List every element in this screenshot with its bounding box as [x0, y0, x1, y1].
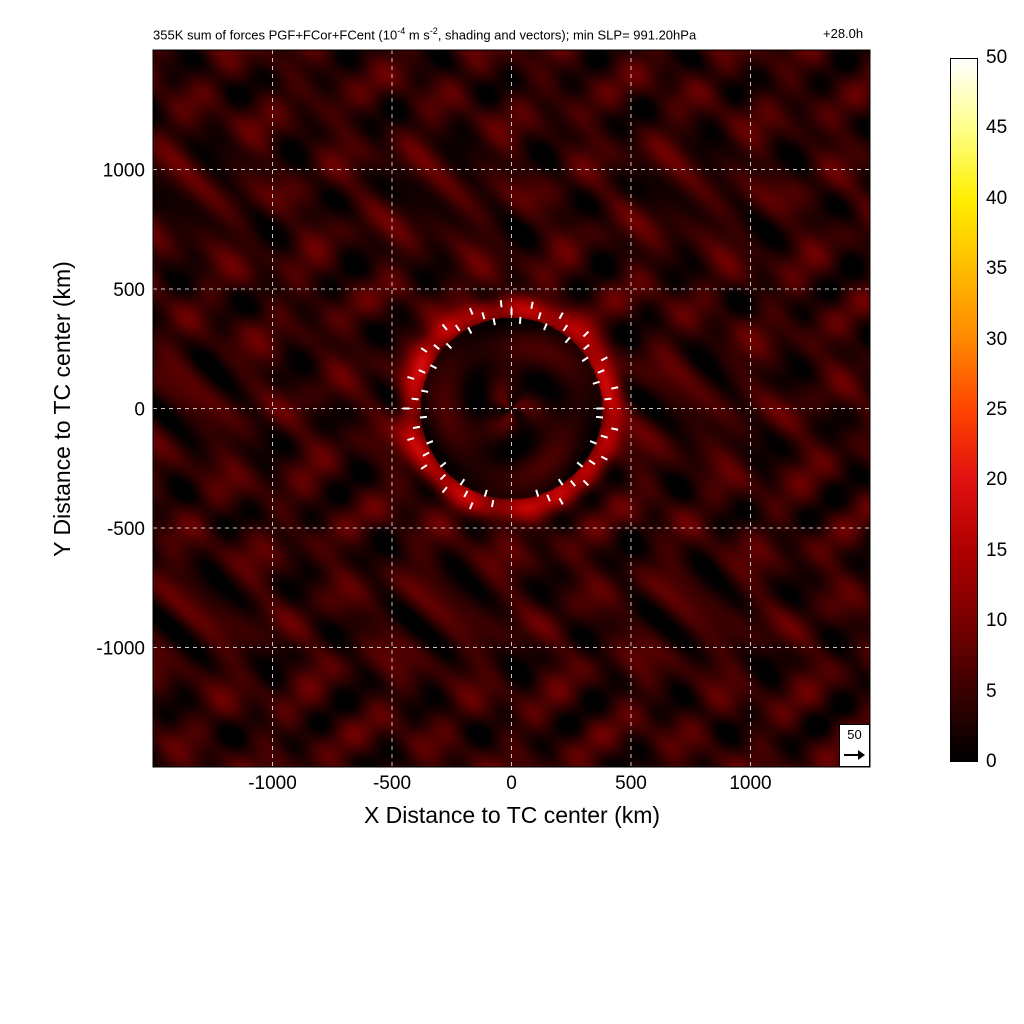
force-vector [583, 344, 590, 351]
grid-lines [153, 50, 870, 767]
force-vector [604, 397, 612, 401]
force-vector [588, 459, 596, 466]
force-vector [490, 499, 495, 508]
x-axis-label: X Distance to TC center (km) [364, 802, 660, 828]
force-vector [492, 318, 496, 326]
force-vector [433, 344, 440, 351]
x-tick-label: -1000 [248, 773, 297, 794]
force-vector [463, 490, 469, 498]
force-vector [420, 347, 428, 353]
force-vector [589, 440, 597, 445]
force-vector [426, 440, 434, 445]
x-tick-label: 1000 [729, 773, 771, 794]
force-vector [412, 425, 421, 430]
colorbar [950, 58, 978, 762]
force-vector [468, 307, 474, 315]
force-vector [557, 478, 564, 486]
colorbar-tick-label: 5 [986, 680, 997, 702]
force-vector [439, 461, 447, 468]
force-vector [467, 326, 473, 334]
force-vector [581, 356, 589, 363]
colorbar-tick-label: 45 [986, 117, 1008, 139]
y-axis-ticks: 1000 500 0 -500 -1000 [96, 161, 145, 660]
force-vector [518, 316, 522, 324]
force-field-heatmap [153, 50, 870, 767]
force-vector [600, 434, 608, 439]
force-vector [611, 386, 619, 390]
force-vector [592, 380, 600, 385]
force-vector [596, 415, 604, 419]
y-tick-label: -500 [107, 519, 145, 540]
chart-title: 355K sum of forces PGF+FCor+FCent (10-4 … [153, 26, 697, 43]
colorbar-tick-label: 15 [986, 539, 1008, 561]
y-tick-label: 500 [113, 280, 145, 301]
force-vector [611, 427, 619, 431]
force-vector [537, 312, 542, 320]
force-vector [564, 336, 571, 344]
force-vector [439, 473, 447, 481]
colorbar-tick-label: 35 [986, 258, 1008, 280]
colorbar-tick-label: 25 [986, 399, 1008, 420]
reference-vector-value: 50 [847, 727, 862, 742]
force-vector [429, 364, 437, 370]
y-tick-label: -1000 [96, 639, 145, 660]
force-vector [411, 397, 419, 401]
y-axis-label: Y Distance to TC center (km) [49, 261, 75, 557]
y-tick-label: 0 [134, 400, 145, 421]
force-vector [558, 497, 564, 505]
force-vector [600, 455, 608, 461]
x-tick-label: 500 [615, 773, 647, 794]
force-vector [543, 323, 548, 331]
forecast-hour-label: +28.0h [823, 26, 864, 41]
force-vector [407, 437, 415, 442]
force-vector [459, 478, 466, 486]
colorbar-tick-label: 30 [986, 328, 1008, 350]
force-vector [481, 312, 486, 320]
force-vector [582, 330, 590, 338]
reference-vector-box: 50 [839, 724, 870, 767]
force-vector [499, 300, 503, 308]
x-axis-ticks: -1000 -500 0 500 1000 [248, 773, 771, 794]
x-tick-label: 0 [506, 773, 517, 794]
colorbar-tick-label: 20 [986, 469, 1008, 491]
force-vector [445, 342, 453, 350]
force-vector [421, 389, 429, 393]
plot-frame [152, 49, 871, 768]
y-tick-label: 1000 [103, 161, 145, 182]
force-vectors [402, 300, 619, 510]
force-vector [576, 461, 584, 468]
force-vector [419, 415, 427, 419]
force-vector [468, 502, 474, 510]
force-vector [418, 369, 426, 374]
force-vector [454, 324, 461, 332]
x-tick-label: -500 [373, 773, 411, 794]
force-vector [483, 489, 488, 497]
colorbar-tick-label: 40 [986, 187, 1008, 209]
force-vector [558, 312, 564, 320]
force-vector [441, 486, 448, 494]
force-vector [441, 323, 448, 331]
colorbar-tick-label: 0 [986, 751, 997, 772]
colorbar-tick-label: 10 [986, 610, 1008, 632]
force-vector [597, 369, 605, 374]
force-vector [530, 301, 534, 309]
force-vector [535, 489, 540, 497]
force-vector [562, 324, 569, 332]
reference-arrow-icon [844, 750, 865, 760]
force-vector [420, 464, 428, 470]
force-vector [546, 494, 551, 502]
force-vector [569, 480, 576, 487]
colorbar-tick-label: 50 [986, 47, 1008, 68]
force-vector [407, 375, 415, 380]
force-vector [582, 479, 590, 487]
force-vector [600, 356, 608, 362]
force-vector [422, 451, 430, 457]
